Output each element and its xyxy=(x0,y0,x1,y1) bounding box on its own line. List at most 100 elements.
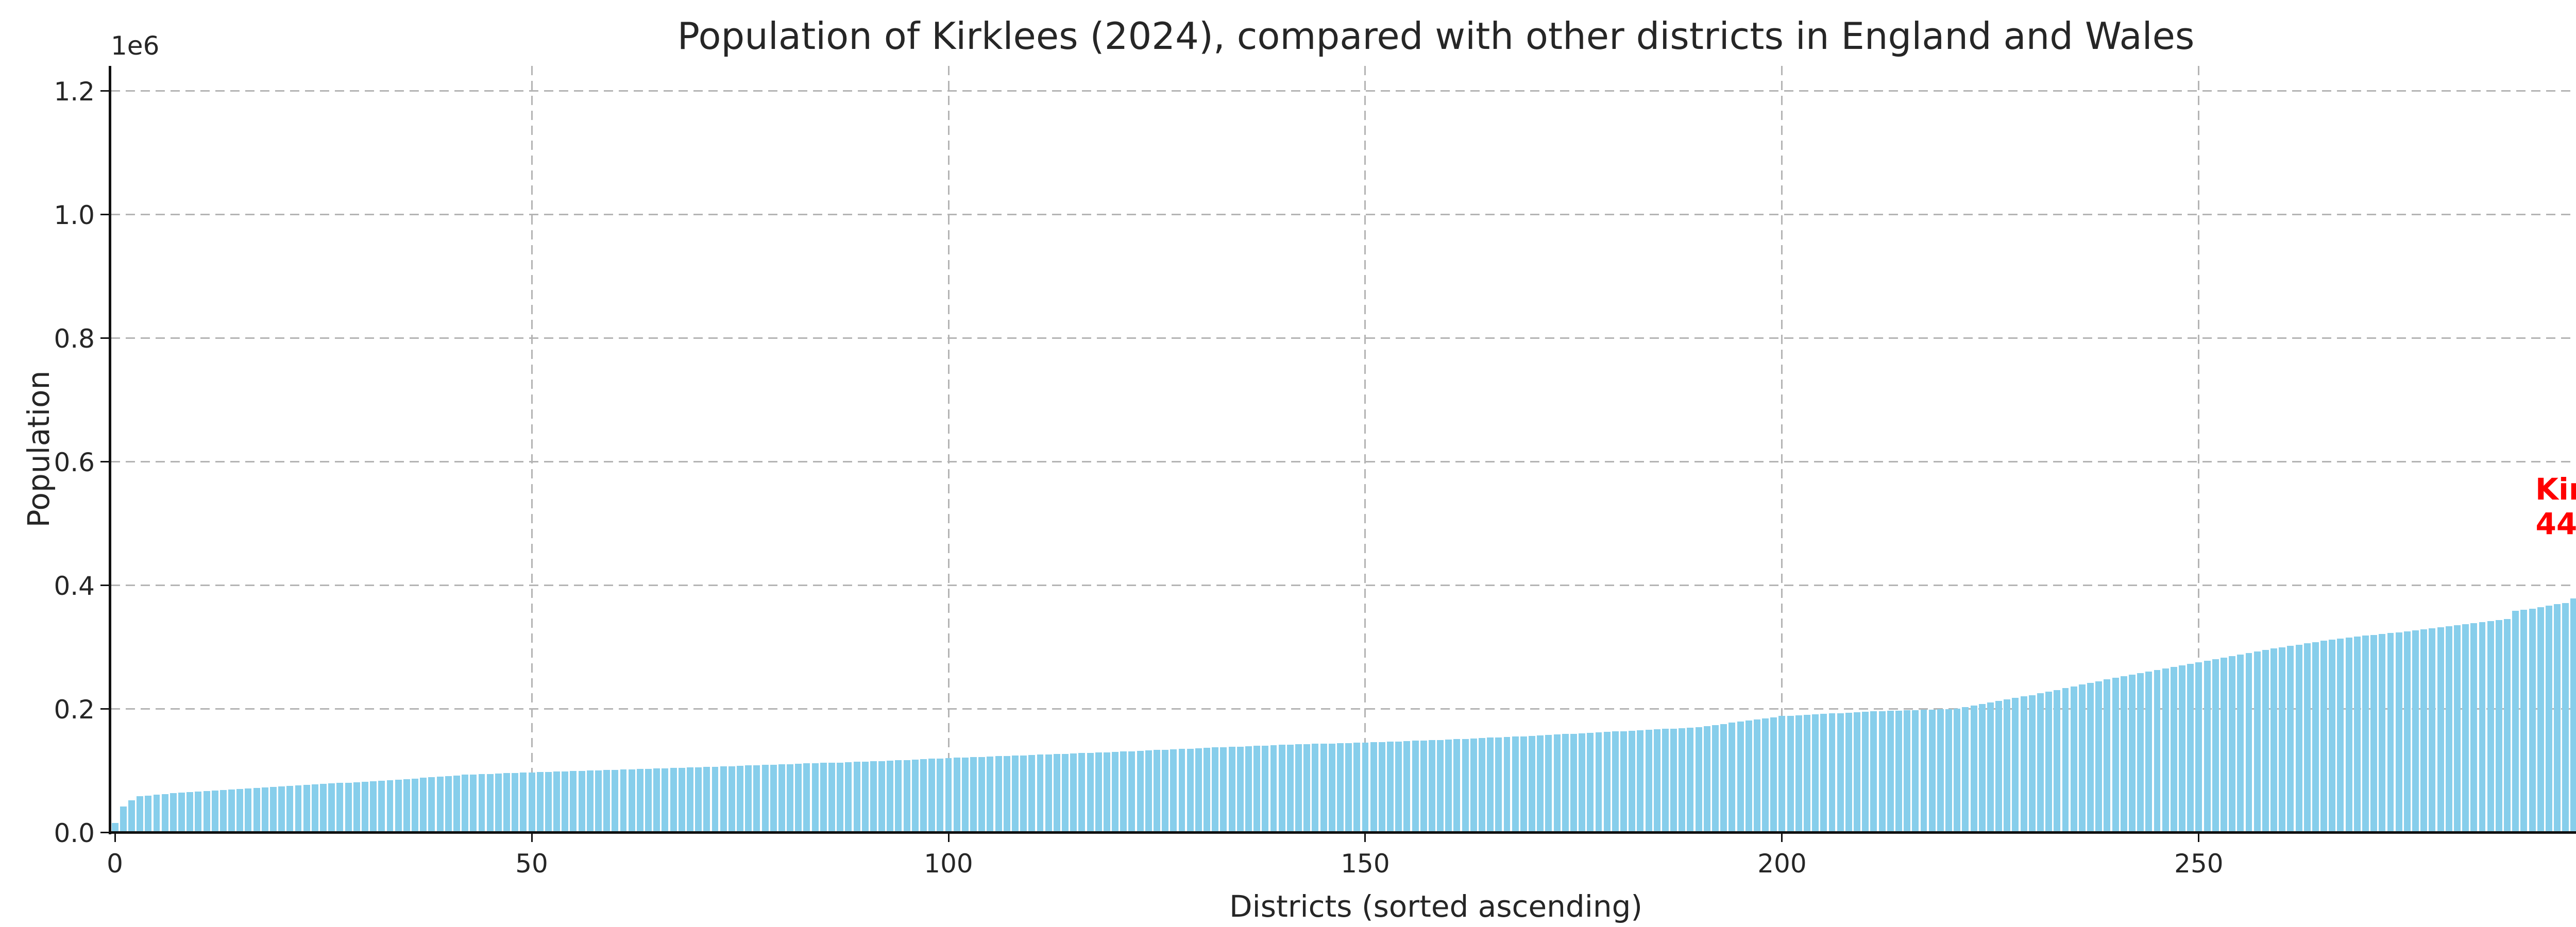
bar xyxy=(2379,634,2386,832)
bar xyxy=(2179,665,2185,832)
bar xyxy=(1112,752,1119,832)
bar xyxy=(1503,736,1511,832)
bar xyxy=(2570,598,2576,832)
bar xyxy=(845,762,852,832)
y-tick-mark xyxy=(100,460,109,462)
x-gridline xyxy=(1781,66,1783,832)
bar xyxy=(1070,753,1077,832)
x-tick-mark xyxy=(2198,834,2200,842)
bar xyxy=(1353,743,1361,832)
bar xyxy=(761,765,769,832)
y-gridline xyxy=(111,213,2576,215)
bar xyxy=(1220,747,1227,832)
x-tick-label: 0 xyxy=(107,849,123,879)
bar xyxy=(2028,695,2036,832)
y-gridline xyxy=(111,460,2576,462)
bar xyxy=(2095,681,2103,832)
bar xyxy=(2529,608,2536,832)
bar xyxy=(2037,693,2044,832)
bar xyxy=(2212,659,2219,832)
bar xyxy=(486,774,494,832)
bar xyxy=(778,764,785,832)
bar xyxy=(1653,729,1660,832)
bar xyxy=(1020,755,1027,832)
bar xyxy=(311,784,318,832)
bar xyxy=(2237,655,2244,832)
bar xyxy=(612,769,619,832)
bar xyxy=(2020,696,2027,832)
bar xyxy=(545,771,552,832)
bar xyxy=(2353,637,2361,832)
bar xyxy=(111,823,118,832)
bar xyxy=(2445,626,2452,832)
bar xyxy=(512,772,519,832)
y-tick-label: 1.0 xyxy=(54,200,95,230)
bar xyxy=(1920,710,1927,832)
bar xyxy=(1062,753,1069,832)
bar xyxy=(1870,711,1877,832)
bar xyxy=(1595,732,1602,832)
bar xyxy=(2087,683,2094,832)
bar xyxy=(1778,716,1786,832)
bar xyxy=(361,781,368,832)
bar xyxy=(495,774,502,832)
bar xyxy=(1970,706,1977,832)
bar xyxy=(2137,673,2144,832)
x-axis-label: Districts (sorted ascending) xyxy=(1229,889,1643,924)
bar xyxy=(228,789,235,832)
bar xyxy=(728,766,735,832)
bar xyxy=(645,768,652,832)
bar xyxy=(286,786,294,832)
bar xyxy=(1195,748,1202,832)
y-tick-mark xyxy=(100,584,109,586)
bar xyxy=(328,783,335,832)
bar xyxy=(2004,699,2011,832)
bar xyxy=(1737,722,1744,832)
bar xyxy=(928,759,936,832)
y-tick-mark xyxy=(100,831,109,833)
bar xyxy=(1637,730,1644,832)
bar xyxy=(137,796,144,832)
bar xyxy=(1328,743,1335,832)
bar xyxy=(1320,744,1327,832)
y-gridline xyxy=(111,584,2576,586)
x-tick-mark xyxy=(1781,834,1783,842)
bar xyxy=(345,782,352,832)
bar xyxy=(1679,728,1686,832)
bar xyxy=(2362,636,2369,832)
bar xyxy=(1787,715,1794,832)
bar xyxy=(2470,623,2478,832)
bar xyxy=(711,766,719,832)
bar xyxy=(2070,686,2077,832)
bar xyxy=(795,764,802,832)
bar xyxy=(536,772,544,832)
bar xyxy=(2537,607,2544,832)
x-gridline xyxy=(947,66,950,832)
bar xyxy=(1045,754,1052,832)
bar xyxy=(953,758,960,832)
bar xyxy=(2337,639,2344,832)
bar xyxy=(2520,610,2528,832)
bar xyxy=(187,792,194,832)
bar xyxy=(595,770,602,832)
bar xyxy=(1204,748,1211,832)
x-tick-label: 100 xyxy=(924,849,973,879)
bar xyxy=(828,763,835,832)
bar xyxy=(336,783,344,832)
bar xyxy=(2170,667,2177,832)
bar xyxy=(2312,642,2319,832)
bar xyxy=(1178,749,1185,832)
bar xyxy=(1312,744,1319,832)
bar xyxy=(2420,629,2428,832)
x-tick-mark xyxy=(1364,834,1366,842)
bar xyxy=(303,785,310,832)
bar xyxy=(1120,751,1127,832)
bar xyxy=(1703,726,1710,832)
bar xyxy=(1487,737,1494,832)
bar xyxy=(395,779,402,832)
bar xyxy=(528,772,535,832)
bar xyxy=(170,793,177,832)
bar xyxy=(2320,641,2328,832)
bar xyxy=(1720,724,1727,832)
bar xyxy=(1904,710,1911,832)
